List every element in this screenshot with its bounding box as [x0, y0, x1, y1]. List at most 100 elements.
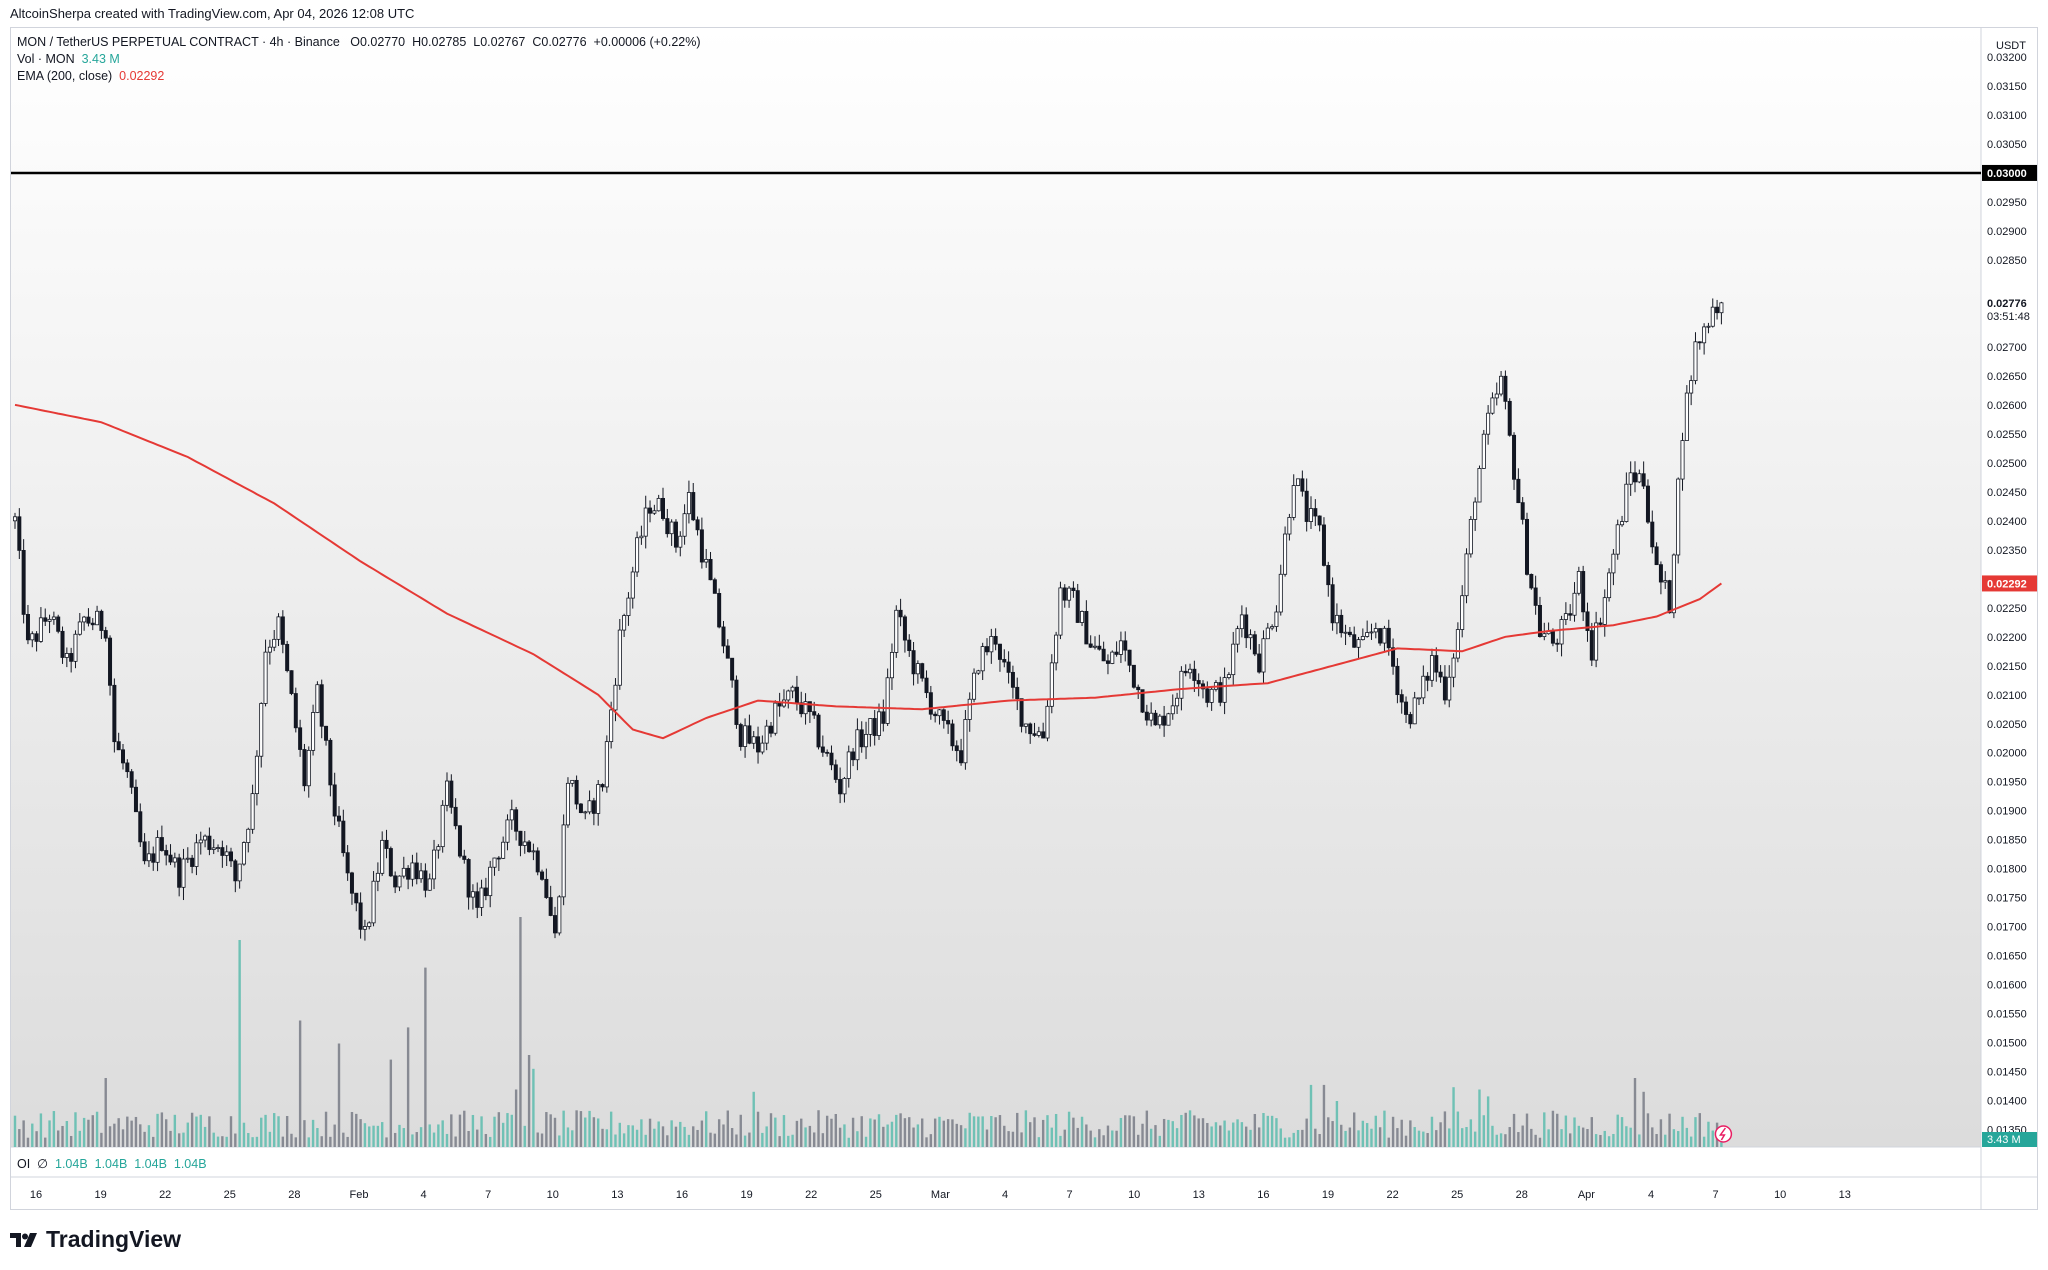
candle-body[interactable] — [985, 646, 990, 653]
candle-body[interactable] — [1244, 614, 1249, 639]
candle-body[interactable] — [1417, 697, 1422, 700]
candle-body[interactable] — [1278, 573, 1283, 613]
candle-body[interactable] — [1239, 614, 1244, 630]
candle-body[interactable] — [86, 616, 91, 624]
candle-body[interactable] — [462, 855, 467, 860]
oi-label[interactable]: OI — [17, 1157, 31, 1171]
candle-body[interactable] — [207, 835, 212, 850]
candle-body[interactable] — [1006, 661, 1011, 673]
candle-body[interactable] — [743, 725, 748, 747]
candle-body[interactable] — [47, 618, 52, 622]
candle-body[interactable] — [760, 742, 765, 753]
candle-body[interactable] — [509, 809, 514, 821]
candle-body[interactable] — [1261, 638, 1266, 673]
candle-body[interactable] — [769, 725, 774, 734]
candle-body[interactable] — [211, 847, 216, 850]
candle-body[interactable] — [1425, 675, 1430, 681]
candle-body[interactable] — [1317, 515, 1322, 526]
candle-body[interactable] — [1442, 676, 1447, 701]
candle-body[interactable] — [1274, 611, 1279, 627]
candle-body[interactable] — [133, 786, 138, 813]
candle-body[interactable] — [1386, 627, 1391, 649]
candle-body[interactable] — [1533, 587, 1538, 606]
candle-body[interactable] — [1179, 670, 1184, 699]
candle-body[interactable] — [444, 780, 449, 806]
candle-body[interactable] — [159, 837, 164, 851]
ema-label[interactable]: EMA (200, close) — [17, 69, 113, 83]
candle-body[interactable] — [799, 702, 804, 715]
candle-body[interactable] — [661, 497, 666, 519]
candle-body[interactable] — [643, 507, 648, 537]
candle-body[interactable] — [1715, 306, 1720, 314]
candle-body[interactable] — [427, 878, 432, 891]
candle-body[interactable] — [557, 896, 562, 934]
candle-body[interactable] — [617, 629, 622, 686]
candle-body[interactable] — [1641, 473, 1646, 487]
candle-body[interactable] — [328, 739, 333, 786]
candle-body[interactable] — [289, 670, 294, 694]
candle-body[interactable] — [877, 711, 882, 736]
candle-body[interactable] — [894, 609, 899, 653]
candle-body[interactable] — [1550, 630, 1555, 644]
candle-body[interactable] — [1671, 554, 1676, 614]
candle-body[interactable] — [138, 811, 143, 843]
candles[interactable] — [13, 298, 1724, 941]
candle-body[interactable] — [1602, 597, 1607, 625]
candle-body[interactable] — [898, 609, 903, 618]
candle-body[interactable] — [1499, 375, 1504, 395]
candle-body[interactable] — [1019, 698, 1024, 727]
candle-body[interactable] — [1296, 478, 1301, 486]
candle-body[interactable] — [1404, 701, 1409, 715]
candle-body[interactable] — [453, 806, 458, 827]
candle-body[interactable] — [1291, 485, 1296, 518]
candle-body[interactable] — [540, 871, 545, 880]
candle-body[interactable] — [1149, 712, 1154, 721]
candle-body[interactable] — [1105, 660, 1110, 664]
candle-body[interactable] — [794, 686, 799, 704]
candle-body[interactable] — [535, 850, 540, 873]
candle-body[interactable] — [384, 839, 389, 849]
candle-body[interactable] — [1594, 622, 1599, 661]
candle-body[interactable] — [345, 852, 350, 874]
candle-body[interactable] — [967, 698, 972, 720]
candle-body[interactable] — [915, 663, 920, 675]
candle-body[interactable] — [1585, 611, 1590, 631]
candle-body[interactable] — [553, 915, 558, 934]
candle-body[interactable] — [1270, 626, 1275, 629]
candle-body[interactable] — [1490, 397, 1495, 414]
candle-body[interactable] — [587, 800, 592, 813]
candle-body[interactable] — [1369, 631, 1374, 634]
candle-body[interactable] — [1075, 590, 1080, 623]
candle-body[interactable] — [1343, 631, 1348, 634]
candle-body[interactable] — [639, 535, 644, 539]
candle-body[interactable] — [980, 646, 985, 672]
candle-body[interactable] — [1205, 688, 1210, 703]
candle-body[interactable] — [1525, 518, 1530, 575]
candle-body[interactable] — [1127, 649, 1132, 666]
candle-body[interactable] — [259, 703, 264, 757]
candle-body[interactable] — [708, 558, 713, 581]
candle-body[interactable] — [902, 616, 907, 641]
candle-body[interactable] — [725, 645, 730, 659]
candle-body[interactable] — [1118, 640, 1123, 655]
candle-body[interactable] — [190, 857, 195, 867]
candle-body[interactable] — [1084, 611, 1089, 645]
candle-body[interactable] — [1537, 605, 1542, 637]
candle-body[interactable] — [324, 725, 329, 741]
candle-body[interactable] — [1028, 723, 1033, 735]
candle-body[interactable] — [1334, 614, 1339, 624]
candle-body[interactable] — [937, 709, 942, 717]
candle-body[interactable] — [872, 718, 877, 736]
candle-body[interactable] — [1201, 683, 1206, 690]
candle-body[interactable] — [1283, 533, 1288, 575]
candle-body[interactable] — [712, 579, 717, 594]
candle-body[interactable] — [531, 850, 536, 853]
candle-body[interactable] — [172, 857, 177, 863]
candle-body[interactable] — [1356, 639, 1361, 648]
candle-body[interactable] — [1650, 521, 1655, 548]
candle-body[interactable] — [1473, 501, 1478, 520]
candle-body[interactable] — [1231, 643, 1236, 676]
candle-body[interactable] — [414, 862, 419, 880]
candle-body[interactable] — [777, 702, 782, 707]
candle-body[interactable] — [285, 643, 290, 672]
